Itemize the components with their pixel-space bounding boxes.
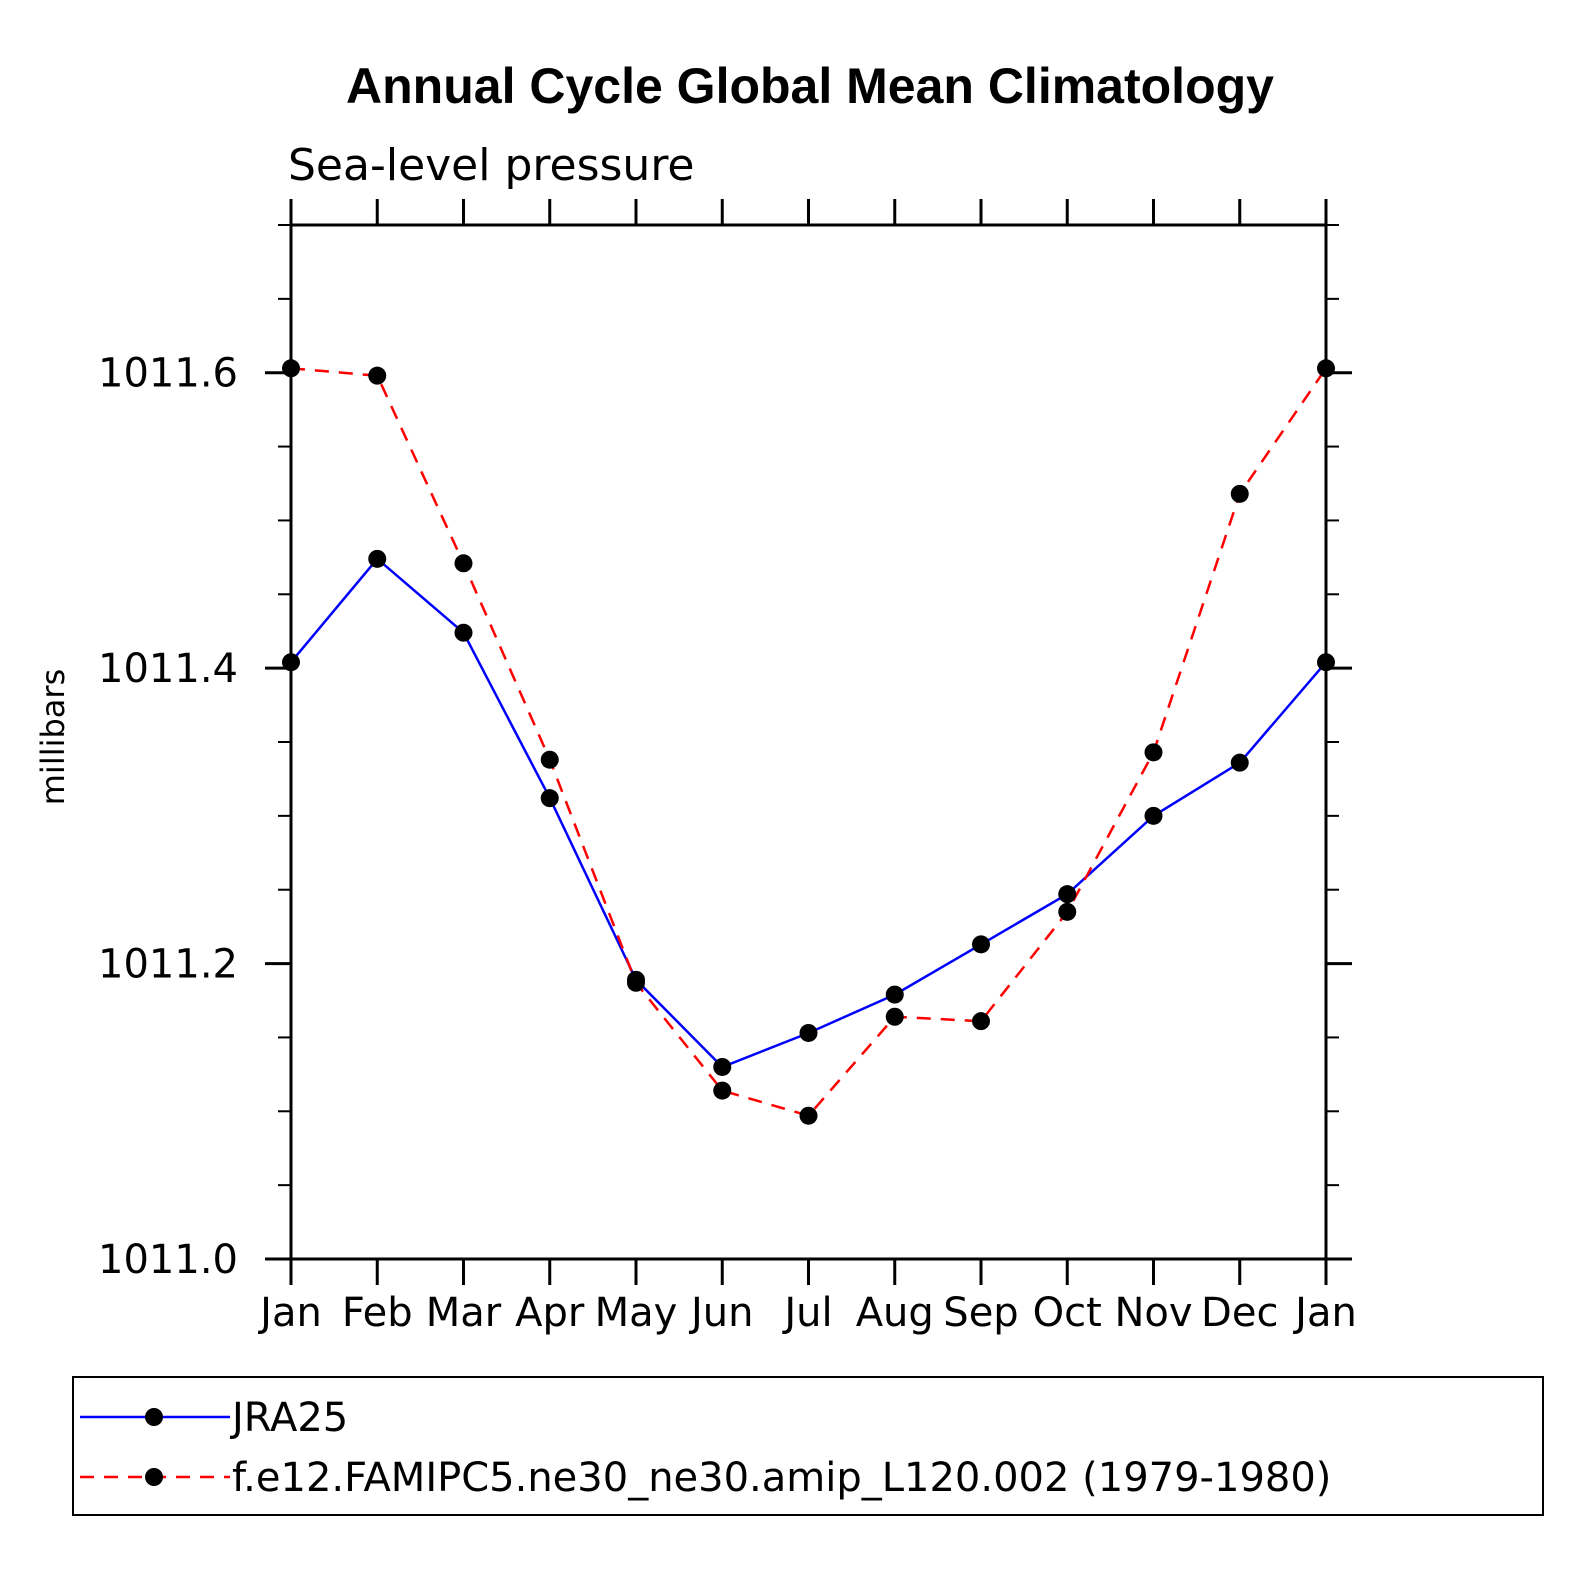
chart-title: Annual Cycle Global Mean Climatology [346, 58, 1274, 114]
series-line-0 [290, 557, 1327, 1069]
x-tick-label: Nov [1114, 1290, 1192, 1336]
series-0-point [540, 789, 559, 808]
series-0-point [1230, 753, 1249, 772]
x-tick-label: Aug [856, 1290, 934, 1336]
legend-box [72, 1376, 1544, 1516]
series-group [282, 359, 1335, 1125]
legend-marker-model [145, 1468, 163, 1486]
series-0-point [799, 1023, 818, 1042]
series-0-point [972, 935, 990, 954]
series-0-point [713, 1057, 732, 1076]
series-1-point [1144, 743, 1163, 762]
x-tick-label: Dec [1201, 1290, 1278, 1336]
legend-marker-jra25 [145, 1408, 163, 1426]
series-1-point [713, 1081, 732, 1100]
x-tick-label: May [595, 1290, 678, 1336]
legend: JRA25 f.e12.FAMIPC5.ne30_ne30.amip_L120.… [72, 1376, 1544, 1516]
series-1-point [368, 366, 387, 385]
series-0-point [1144, 806, 1163, 825]
series-0-point [1058, 885, 1077, 904]
x-tick-label: Feb [342, 1290, 413, 1336]
x-tick-label: Apr [515, 1290, 585, 1336]
x-tick-label: Jan [257, 1290, 322, 1336]
chart-subtitle: Sea-level pressure [288, 140, 695, 191]
y-axis-label: millibars [34, 669, 72, 805]
y-tick-label: 1011.0 [98, 1237, 238, 1283]
series-1-point [540, 750, 559, 769]
x-tick-label: Sep [943, 1290, 1018, 1336]
x-tick-label: Jun [688, 1290, 754, 1336]
x-tick-label: Jul [781, 1290, 832, 1336]
series-1-point [972, 1012, 990, 1031]
y-tick-label: 1011.6 [98, 351, 238, 397]
y-tick-labels: 1011.0 1011.2 1011.4 1011.6 [98, 351, 238, 1283]
x-tick-label: Mar [426, 1290, 502, 1336]
series-1-point [799, 1106, 818, 1125]
series-1-point [627, 973, 645, 992]
y-tick-label: 1011.4 [98, 646, 238, 692]
series-1-point [454, 554, 473, 573]
legend-label-model: f.e12.FAMIPC5.ne30_ne30.amip_L120.002 (1… [232, 1455, 1331, 1501]
series-1-point [1058, 902, 1077, 921]
x-tick-labels: Jan Feb Mar Apr May Jun Jul Aug Sep Oct Nov Dec Jan [257, 1290, 1357, 1336]
x-tick-label: Oct [1033, 1290, 1102, 1336]
legend-label-jra25: JRA25 [229, 1395, 348, 1441]
series-0-point [454, 623, 473, 642]
y-tick-label: 1011.2 [98, 942, 238, 988]
plot-frame [289, 223, 1328, 1261]
series-0-point [885, 985, 904, 1004]
series-1-point [885, 1007, 904, 1026]
series-1-point [1230, 484, 1249, 503]
series-0-point [368, 549, 387, 568]
x-tick-label: Jan [1292, 1290, 1357, 1336]
series-line-1 [290, 367, 1328, 1118]
